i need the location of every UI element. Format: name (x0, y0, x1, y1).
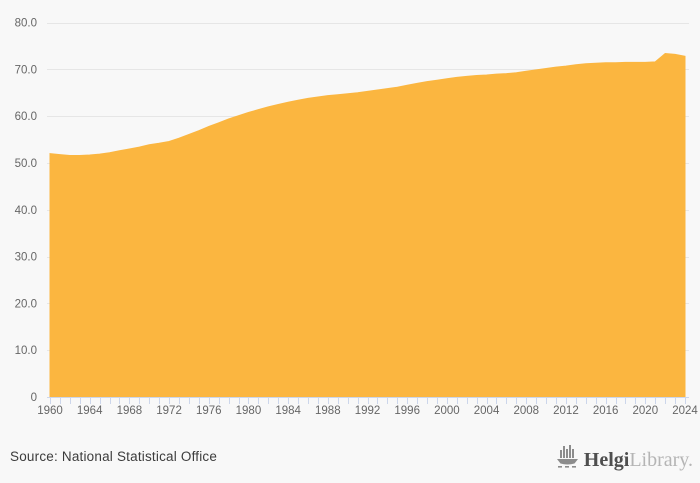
x-axis-label: 1984 (275, 405, 301, 417)
y-axis-label: 30.0 (15, 252, 37, 264)
y-axis-label: 40.0 (15, 205, 37, 217)
x-axis-label: 2000 (434, 405, 460, 417)
x-axis-label: 1988 (315, 405, 341, 417)
x-axis-label: 1968 (117, 405, 143, 417)
chart-container: 0 10.0 20.0 30.0 40.0 50.0 60.0 70.0 80.0 1960 196… (15, 18, 699, 417)
chart-footer: Source: National Statistical Office Helg… (0, 432, 700, 483)
x-axis-label: 2008 (513, 405, 539, 417)
x-axis-label: 1972 (156, 405, 182, 417)
x-axis-label: 1992 (355, 405, 381, 417)
y-axis-label: 10.0 (15, 345, 37, 357)
x-axis-label: 2004 (474, 405, 500, 417)
x-axis-label: 1980 (236, 405, 262, 417)
x-axis-label: 1996 (394, 405, 420, 417)
y-axis-label: 60.0 (15, 111, 37, 123)
area-chart: 0 10.0 20.0 30.0 40.0 50.0 60.0 70.0 80.0 1960 196… (15, 18, 699, 417)
logo-text-library: Library. (629, 448, 693, 471)
helgi-library-logo[interactable]: Helgi Library. (556, 443, 693, 476)
x-axis-label: 2016 (593, 405, 619, 417)
logo-text-helgi: Helgi (583, 448, 630, 471)
y-axis-label: 70.0 (15, 64, 37, 76)
y-axis-label: 0 (31, 392, 37, 404)
source-text: Source: National Statistical Office (10, 449, 218, 464)
x-axis-label: 2020 (633, 405, 659, 417)
x-axis-label: 1960 (37, 405, 63, 417)
x-axis-label: 2024 (672, 405, 698, 417)
helgi-ship-icon (556, 443, 579, 476)
area-series (49, 52, 686, 398)
x-axis-label: 1964 (77, 405, 103, 417)
y-axis-label: 20.0 (15, 298, 37, 310)
y-axis-label: 80.0 (15, 18, 37, 30)
x-axis-label: 2012 (553, 405, 579, 417)
y-axis-label: 50.0 (15, 158, 37, 170)
x-axis-label: 1976 (196, 405, 222, 417)
